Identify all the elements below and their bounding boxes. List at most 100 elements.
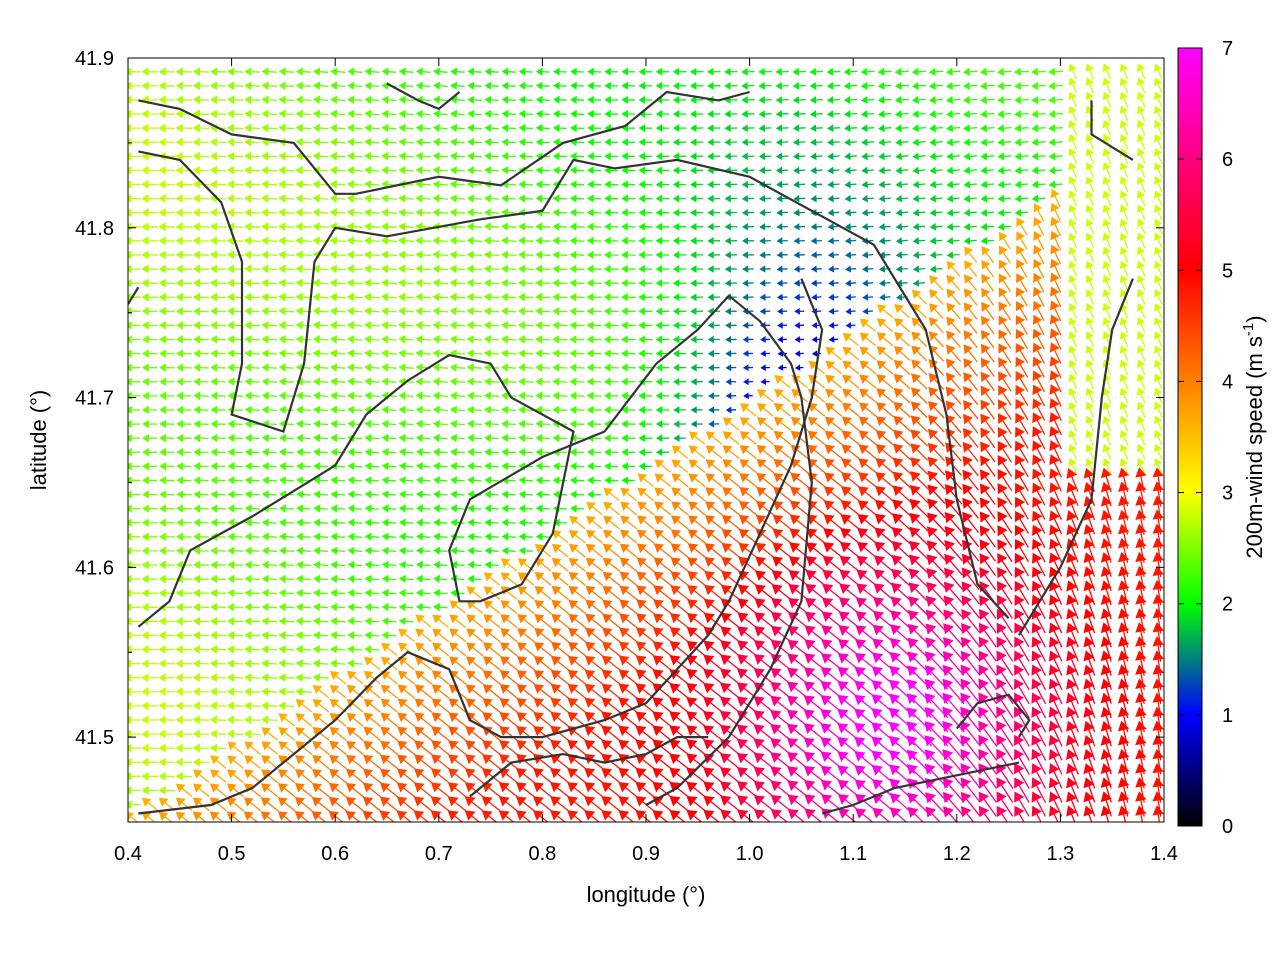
- wind-arrow: [618, 725, 639, 743]
- wind-arrow: [449, 377, 466, 386]
- wind-arrow: [381, 574, 397, 584]
- wind-arrow: [296, 560, 312, 569]
- wind-arrow: [244, 687, 261, 697]
- wind-arrow: [690, 335, 704, 344]
- wind-arrow: [621, 391, 636, 400]
- wind-arrow: [261, 306, 278, 316]
- wind-arrow: [619, 571, 638, 587]
- wind-arrow: [278, 405, 294, 415]
- wind-arrow: [500, 628, 518, 643]
- wind-arrow: [159, 405, 175, 415]
- wind-arrow: [483, 236, 500, 246]
- wind-arrow: [569, 166, 585, 175]
- wind-arrow: [244, 377, 260, 386]
- wind-arrow: [501, 222, 517, 231]
- wind-arrow: [141, 236, 159, 246]
- wind-arrow: [483, 222, 500, 231]
- wind-arrow: [346, 726, 364, 742]
- wind-arrow: [603, 377, 619, 386]
- wind-arrow: [295, 335, 312, 344]
- wind-arrow: [397, 684, 416, 699]
- wind-arrow: [535, 194, 551, 203]
- wind-arrow: [552, 208, 568, 217]
- wind-arrow: [466, 306, 483, 316]
- wind-arrow: [484, 476, 499, 485]
- wind-arrow: [278, 278, 295, 288]
- wind-arrow: [500, 321, 517, 330]
- wind-arrow: [398, 532, 414, 541]
- wind-arrow: [655, 420, 670, 428]
- wind-arrow: [432, 306, 449, 316]
- wind-arrow: [653, 613, 673, 630]
- wind-arrow: [295, 602, 312, 612]
- wind-arrow: [312, 264, 329, 274]
- wind-arrow: [586, 321, 602, 330]
- wind-arrow: [329, 712, 347, 727]
- wind-arrow: [553, 67, 567, 76]
- wind-arrow: [329, 768, 348, 784]
- wind-arrow: [176, 377, 192, 386]
- wind-arrow: [312, 363, 329, 372]
- wind-arrow: [535, 335, 551, 344]
- wind-arrow: [141, 179, 159, 189]
- wind-arrow: [484, 166, 499, 175]
- wind-arrow: [465, 684, 484, 700]
- wind-arrow: [655, 321, 670, 330]
- wind-arrow: [654, 487, 672, 502]
- wind-arrow: [449, 628, 467, 643]
- wind-arrow: [672, 138, 687, 147]
- wind-arrow: [500, 614, 518, 629]
- wind-arrow: [672, 321, 687, 330]
- wind-arrow: [603, 278, 619, 288]
- wind-arrow: [398, 306, 415, 316]
- wind-arrow: [158, 715, 176, 725]
- wind-arrow: [398, 123, 414, 133]
- wind-arrow: [655, 377, 670, 386]
- wind-arrow: [296, 532, 311, 541]
- wind-arrow: [670, 571, 690, 587]
- wind-arrow: [669, 697, 691, 715]
- wind-arrow: [484, 532, 499, 541]
- wind-arrow: [346, 194, 363, 203]
- wind-arrow: [415, 602, 431, 612]
- wind-arrow: [432, 447, 448, 457]
- wind-arrow: [347, 462, 363, 471]
- wind-arrow: [535, 109, 550, 118]
- wind-arrow: [346, 137, 363, 147]
- wind-arrow: [158, 673, 176, 683]
- wind-arrow: [141, 292, 158, 302]
- wind-arrow: [345, 810, 361, 822]
- wind-arrow: [467, 462, 482, 471]
- wind-arrow: [227, 755, 244, 769]
- wind-arrow: [193, 377, 209, 386]
- wind-arrow: [467, 518, 482, 527]
- wind-arrow: [466, 208, 483, 217]
- wind-arrow: [414, 740, 433, 756]
- wind-arrow: [603, 307, 619, 316]
- wind-arrow: [158, 179, 176, 189]
- wind-arrow: [398, 250, 415, 260]
- wind-arrow: [381, 349, 397, 358]
- wind-arrow: [620, 349, 636, 358]
- wind-arrow: [158, 306, 175, 316]
- wind-arrow: [209, 292, 227, 302]
- wind-arrow: [243, 236, 261, 246]
- wind-arrow: [278, 546, 294, 556]
- wind-arrow: [484, 504, 499, 513]
- wind-arrow: [415, 628, 432, 643]
- wind-arrow: [311, 797, 331, 812]
- wind-arrow: [192, 729, 210, 739]
- wind-arrow: [363, 222, 380, 232]
- wind-arrow: [500, 377, 517, 386]
- wind-arrow: [501, 518, 516, 527]
- wind-arrow: [672, 293, 687, 302]
- wind-arrow: [227, 81, 244, 91]
- wind-arrow: [621, 264, 636, 274]
- wind-arrow: [690, 363, 703, 372]
- wind-arrow: [209, 729, 227, 739]
- wind-arrow: [141, 278, 158, 288]
- wind-arrow: [312, 208, 329, 217]
- wind-arrow: [227, 306, 244, 316]
- wind-arrow: [688, 459, 706, 474]
- wind-arrow: [158, 785, 176, 795]
